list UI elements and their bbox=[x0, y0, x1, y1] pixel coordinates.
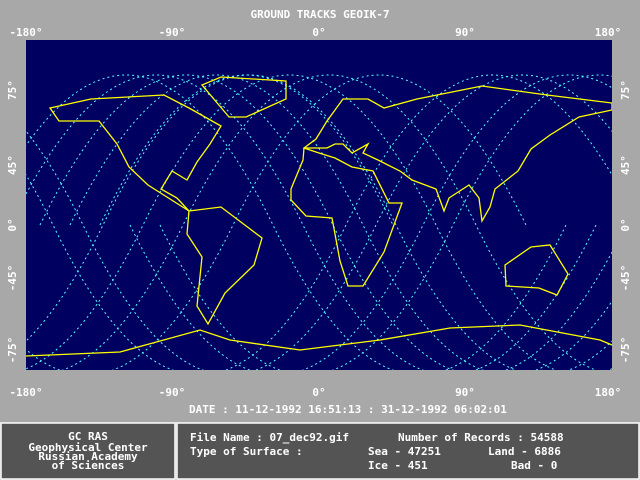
org-line: of Sciences bbox=[52, 459, 125, 472]
org-line: GC RAS bbox=[68, 430, 108, 443]
lat-label: 45° bbox=[6, 155, 19, 175]
lon-label: 0° bbox=[312, 386, 325, 399]
surface-label: Type of Surface : bbox=[190, 445, 303, 458]
file-name: File Name : 07_dec92.gif bbox=[190, 431, 349, 444]
org-line: Russian Academy bbox=[38, 450, 138, 463]
top-lon-labels: -180° -90° 0° 90° 180° bbox=[9, 26, 621, 39]
lon-label: 180° bbox=[595, 26, 622, 39]
org-panel bbox=[0, 422, 176, 480]
right-lat-labels: 75° 45° 0° -45° -75° bbox=[619, 80, 632, 363]
lon-label: 0° bbox=[312, 26, 325, 39]
lat-label: -45° bbox=[619, 265, 632, 292]
lat-label: -75° bbox=[619, 337, 632, 364]
lon-label: 90° bbox=[455, 26, 475, 39]
lat-label: 45° bbox=[619, 155, 632, 175]
lat-label: -75° bbox=[6, 337, 19, 364]
lon-label: -90° bbox=[159, 386, 186, 399]
lon-label: -180° bbox=[9, 386, 42, 399]
bad: Bad - 0 bbox=[511, 459, 557, 472]
info-panel bbox=[176, 422, 640, 480]
lon-label: 180° bbox=[595, 386, 622, 399]
footer: GC RAS Geophysical Center Russian Academ… bbox=[0, 422, 640, 480]
lat-label: 75° bbox=[6, 80, 19, 100]
lat-label: 0° bbox=[6, 218, 19, 231]
lon-label: -90° bbox=[159, 26, 186, 39]
lat-label: 75° bbox=[619, 80, 632, 100]
lat-label: -45° bbox=[6, 265, 19, 292]
date-range: DATE : 11-12-1992 16:51:13 : 31-12-1992 … bbox=[189, 403, 507, 416]
land: Land - 6886 bbox=[488, 445, 561, 458]
records: Number of Records : 54588 bbox=[398, 431, 564, 444]
lon-label: 90° bbox=[455, 386, 475, 399]
map-layer bbox=[26, 74, 612, 370]
lat-label: 0° bbox=[619, 218, 632, 231]
map-background bbox=[26, 40, 612, 370]
bottom-lon-labels: -180° -90° 0° 90° 180° bbox=[9, 386, 621, 399]
org-line: Geophysical Center bbox=[28, 441, 148, 454]
coastlines bbox=[26, 76, 612, 357]
lon-label: -180° bbox=[9, 26, 42, 39]
sea: Sea - 47251 bbox=[368, 445, 441, 458]
ice: Ice - 451 bbox=[368, 459, 428, 472]
title: GROUND TRACKS GEOIK-7 bbox=[250, 8, 389, 21]
left-lat-labels: 75° 45° 0° -45° -75° bbox=[6, 80, 19, 363]
